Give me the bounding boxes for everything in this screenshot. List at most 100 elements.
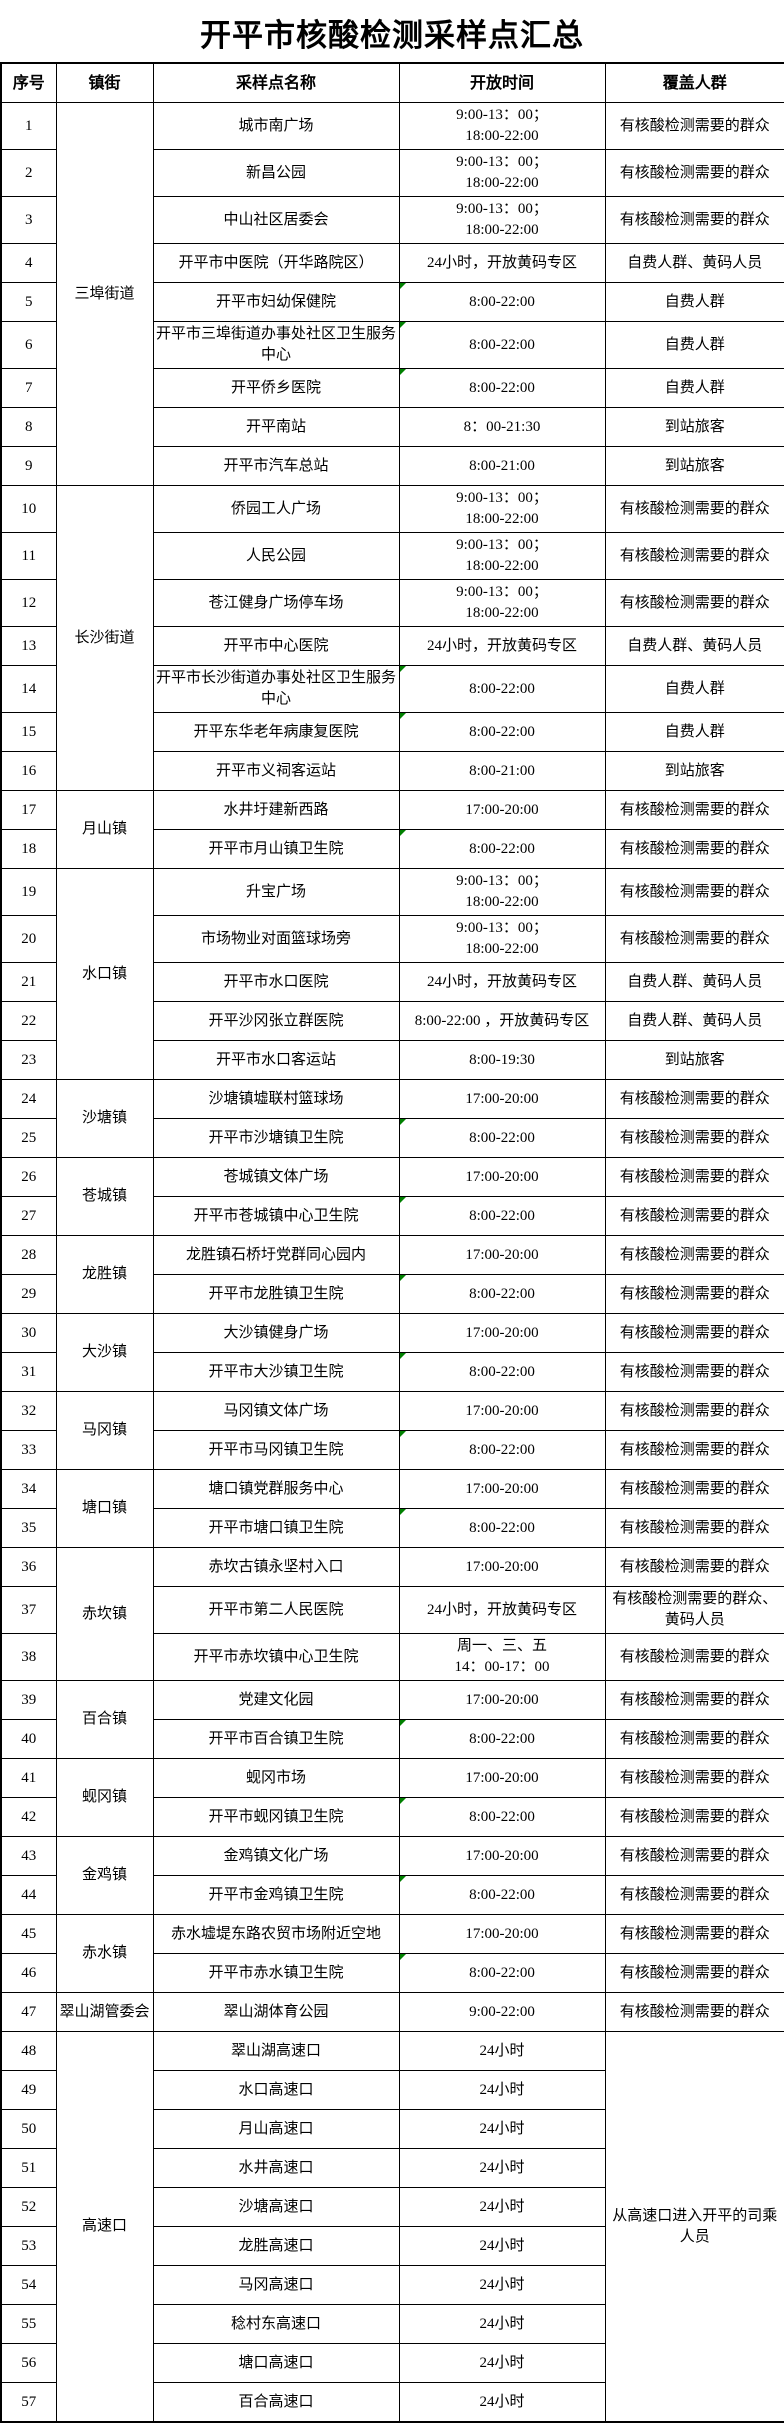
open-time-cell: 8:00-22:00 [398, 282, 606, 322]
serial-number-cell: 40 [0, 1719, 57, 1759]
comment-marker-icon [400, 1876, 406, 1882]
coverage-cell: 有核酸检测需要的群众 [604, 579, 784, 627]
table-row: 1 三埠街道 城市南广场 9:00-13：00； 18:00-22:00 有核酸检测需要的… [0, 102, 784, 486]
open-time-cell: 9:00-13：00； 18:00-22:00 [398, 532, 606, 580]
open-time-cell: 8:00-22:00 [398, 1430, 606, 1470]
town-cell: 龙胜镇 [55, 1235, 154, 1314]
site-name-cell: 开平市马冈镇卫生院 [152, 1430, 400, 1470]
table-row: 20 市场物业对面篮球场旁 9:00-13：00； 18:00-22:00 有核酸检测需… [0, 915, 784, 963]
site-name-cell: 马冈高速口 [152, 2265, 400, 2305]
town-cell: 赤坎镇 [55, 1547, 154, 1681]
town-cell: 三埠街道 [55, 102, 154, 486]
coverage-cell: 有核酸检测需要的群众 [604, 1313, 784, 1353]
coverage-cell: 有核酸检测需要的群众 [604, 1157, 784, 1197]
header-serial-number: 序号 [0, 62, 57, 103]
serial-number-cell: 56 [0, 2343, 57, 2383]
town-cell: 高速口 [55, 2031, 154, 2423]
open-time-cell: 9:00-22:00 [398, 1992, 606, 2032]
town-cell: 马冈镇 [55, 1391, 154, 1470]
site-name-cell: 水井高速口 [152, 2148, 400, 2188]
coverage-cell: 自费人群 [604, 321, 784, 369]
town-cell: 月山镇 [55, 790, 154, 869]
table-row: 51 水井高速口 24小时 [0, 2148, 784, 2188]
table-row: 8 开平南站 8：00-21:30 到站旅客 [0, 407, 784, 447]
site-name-cell: 侨园工人广场 [152, 485, 400, 533]
serial-number-cell: 48 [0, 2031, 57, 2071]
serial-number-cell: 29 [0, 1274, 57, 1314]
coverage-cell: 自费人群 [604, 712, 784, 752]
site-name-cell: 中山社区居委会 [152, 196, 400, 244]
coverage-cell: 到站旅客 [604, 1040, 784, 1080]
town-cell: 翠山湖管委会 [55, 1992, 154, 2032]
site-name-cell: 开平市沙塘镇卫生院 [152, 1118, 400, 1158]
open-time-cell: 17:00-20:00 [398, 1469, 606, 1509]
header-site-name: 采样点名称 [152, 62, 400, 103]
table-row: 3 中山社区居委会 9:00-13：00； 18:00-22:00 有核酸检测需要的群众 [0, 196, 784, 244]
comment-marker-icon [400, 1798, 406, 1804]
town-cell: 沙塘镇 [55, 1079, 154, 1158]
serial-number-cell: 13 [0, 626, 57, 666]
coverage-cell: 有核酸检测需要的群众 [604, 915, 784, 963]
open-time-cell: 17:00-20:00 [398, 1391, 606, 1431]
coverage-cell: 自费人群 [604, 368, 784, 408]
open-time-cell: 24小时 [398, 2148, 606, 2188]
open-time-cell: 24小时 [398, 2070, 606, 2110]
coverage-cell: 有核酸检测需要的群众 [604, 1797, 784, 1837]
coverage-cell: 有核酸检测需要的群众 [604, 1430, 784, 1470]
site-name-cell: 开平沙冈张立群医院 [152, 1001, 400, 1041]
serial-number-cell: 30 [0, 1313, 57, 1353]
site-name-cell: 百合高速口 [152, 2382, 400, 2423]
serial-number-cell: 52 [0, 2187, 57, 2227]
site-name-cell: 塘口高速口 [152, 2343, 400, 2383]
coverage-cell: 有核酸检测需要的群众 [604, 868, 784, 916]
open-time-cell: 8:00-22:00 [398, 321, 606, 369]
sampling-points-table: 序号 镇街 采样点名称 开放时间 覆盖人群 1 三埠街道 城市南广场 9:00-13：… [0, 62, 784, 2423]
serial-number-cell: 41 [0, 1758, 57, 1798]
open-time-cell: 8:00-22:00 [398, 1196, 606, 1236]
serial-number-cell: 25 [0, 1118, 57, 1158]
serial-number-cell: 20 [0, 915, 57, 963]
site-name-cell: 开平市苍城镇中心卫生院 [152, 1196, 400, 1236]
serial-number-cell: 34 [0, 1469, 57, 1509]
open-time-cell: 24小时 [398, 2109, 606, 2149]
table-row: 29 开平市龙胜镇卫生院 8:00-22:00 有核酸检测需要的群众 [0, 1274, 784, 1314]
site-name-cell: 水口高速口 [152, 2070, 400, 2110]
coverage-cell: 有核酸检测需要的群众 [604, 1508, 784, 1548]
table-row: 23 开平市水口客运站 8:00-19:30 到站旅客 [0, 1040, 784, 1080]
site-name-cell: 开平市赤水镇卫生院 [152, 1953, 400, 1993]
site-name-cell: 开平市中医院（开华路院区） [152, 243, 400, 283]
comment-marker-icon [400, 1353, 406, 1359]
comment-marker-icon [400, 369, 406, 375]
site-name-cell: 大沙镇健身广场 [152, 1313, 400, 1353]
serial-number-cell: 55 [0, 2304, 57, 2344]
site-name-cell: 开平市义祠客运站 [152, 751, 400, 791]
table-row: 19 水口镇 升宝广场 9:00-13：00； 18:00-22:00 有核酸检测需要的群… [0, 868, 784, 1080]
table-row: 10 长沙街道 侨园工人广场 9:00-13：00； 18:00-22:00 有核酸检测需… [0, 485, 784, 791]
serial-number-cell: 33 [0, 1430, 57, 1470]
open-time-cell: 8:00-22:00 [398, 1274, 606, 1314]
open-time-cell: 9:00-13：00； 18:00-22:00 [398, 102, 606, 150]
table-row: 50 月山高速口 24小时 [0, 2109, 784, 2149]
comment-marker-icon [400, 1954, 406, 1960]
town-cell: 金鸡镇 [55, 1836, 154, 1915]
coverage-cell: 有核酸检测需要的群众 [604, 532, 784, 580]
table-row: 33 开平市马冈镇卫生院 8:00-22:00 有核酸检测需要的群众 [0, 1430, 784, 1470]
site-name-cell: 开平市月山镇卫生院 [152, 829, 400, 869]
header-coverage: 覆盖人群 [604, 62, 784, 103]
serial-number-cell: 8 [0, 407, 57, 447]
serial-number-cell: 22 [0, 1001, 57, 1041]
open-time-cell: 8:00-22:00 [398, 1508, 606, 1548]
open-time-cell: 9:00-13：00； 18:00-22:00 [398, 149, 606, 197]
table-row: 5 开平市妇幼保健院 8:00-22:00 自费人群 [0, 282, 784, 322]
site-name-cell: 沙塘镇墟联村篮球场 [152, 1079, 400, 1119]
open-time-cell: 8:00-21:00 [398, 446, 606, 486]
coverage-cell: 有核酸检测需要的群众 [604, 1391, 784, 1431]
table-row: 15 开平东华老年病康复医院 8:00-22:00 自费人群 [0, 712, 784, 752]
coverage-cell: 自费人群、黄码人员 [604, 243, 784, 283]
coverage-cell: 有核酸检测需要的群众 [604, 1875, 784, 1915]
site-name-cell: 塘口镇党群服务中心 [152, 1469, 400, 1509]
site-name-cell: 城市南广场 [152, 102, 400, 150]
serial-number-cell: 7 [0, 368, 57, 408]
table-row: 35 开平市塘口镇卫生院 8:00-22:00 有核酸检测需要的群众 [0, 1508, 784, 1548]
table-row: 42 开平市蚬冈镇卫生院 8:00-22:00 有核酸检测需要的群众 [0, 1797, 784, 1837]
